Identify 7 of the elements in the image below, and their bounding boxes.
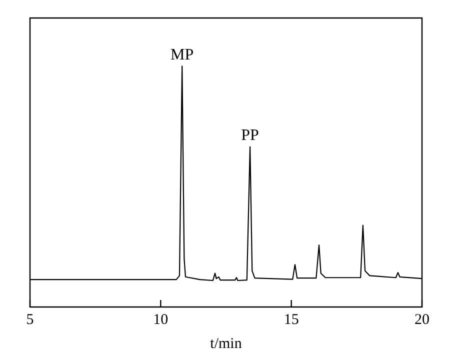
annotation: PP xyxy=(241,127,260,144)
annotation: MP xyxy=(170,46,194,64)
x-axis-title: t/min xyxy=(210,336,242,352)
x-tick-label: 10 xyxy=(153,312,168,328)
x-tick-label: 20 xyxy=(414,312,430,328)
x-tick-label: 15 xyxy=(284,312,299,328)
x-tick-label: 5 xyxy=(26,312,34,328)
